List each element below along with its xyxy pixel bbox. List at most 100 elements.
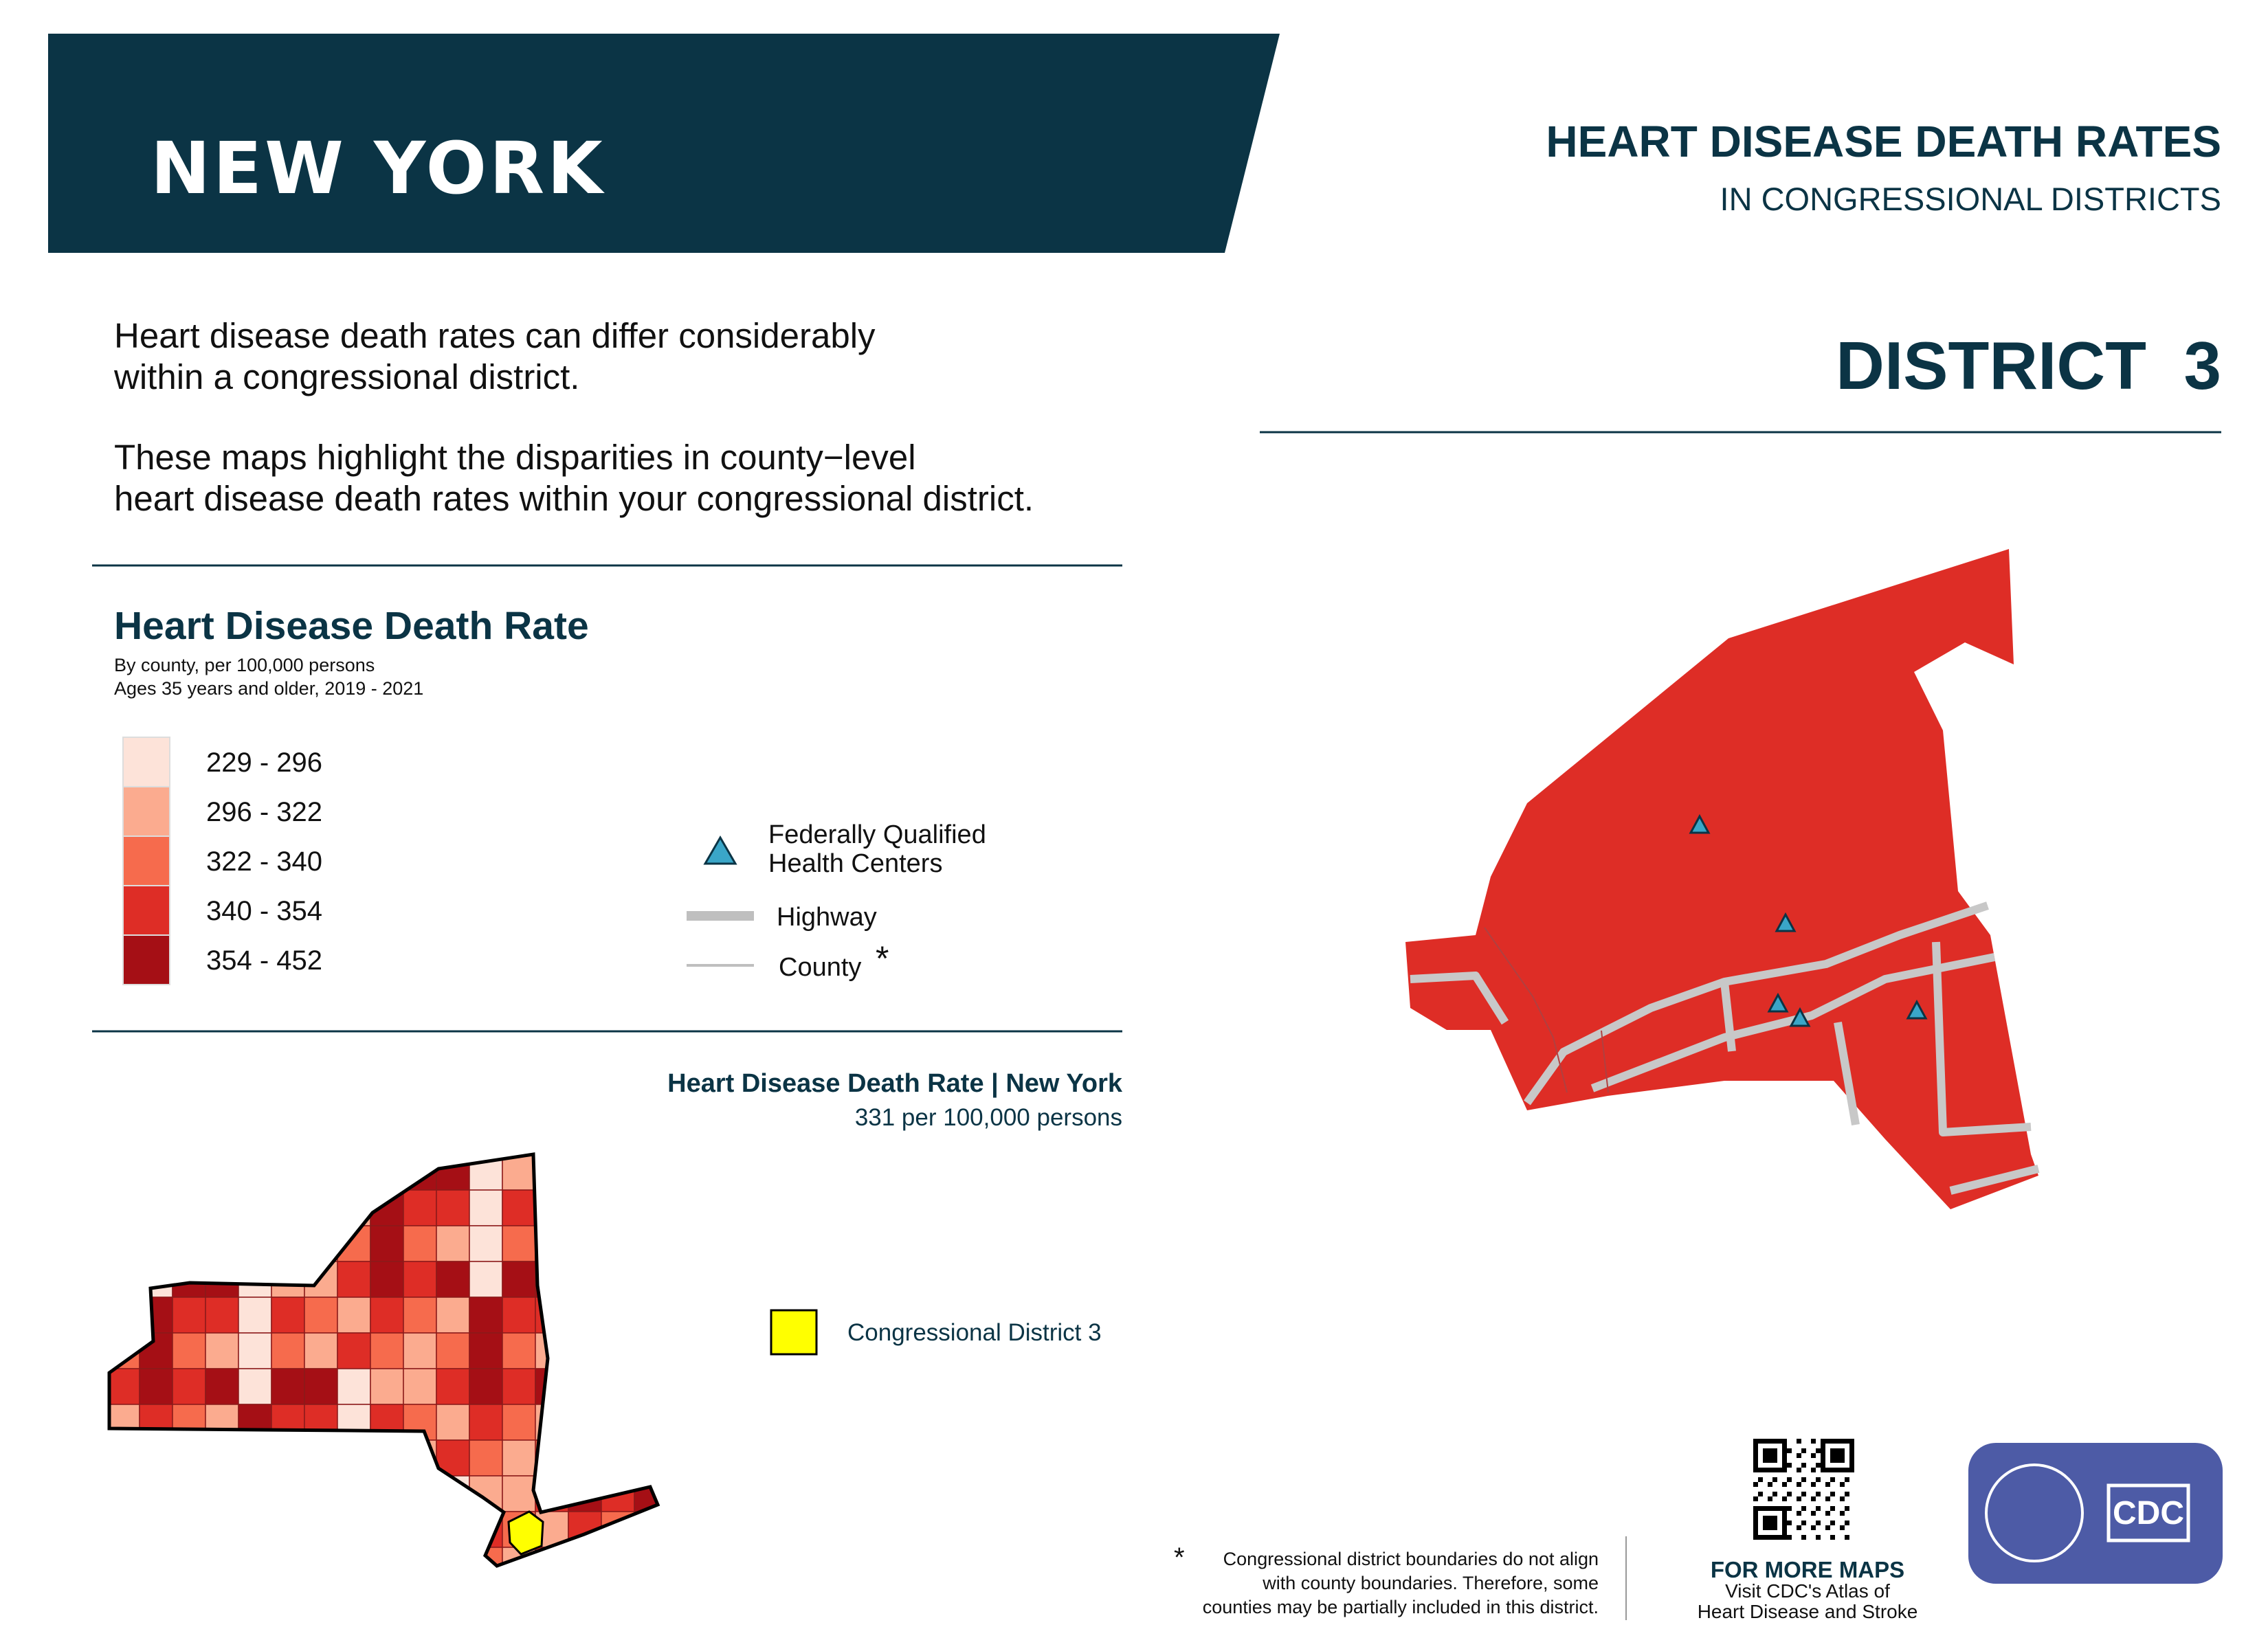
county (109, 1297, 140, 1334)
county (172, 1225, 206, 1262)
county (337, 1547, 371, 1566)
qr-module (1787, 1521, 1792, 1525)
county (436, 1189, 470, 1226)
county (634, 1154, 658, 1191)
qr-module (1782, 1458, 1787, 1463)
qr-module (1753, 1458, 1758, 1463)
county (205, 1511, 239, 1548)
qr-module (1777, 1506, 1782, 1511)
qr-module (1758, 1506, 1763, 1511)
qr-module (1768, 1516, 1772, 1521)
qr-module (1772, 1492, 1777, 1496)
qr-module (1811, 1511, 1816, 1516)
county (109, 1475, 140, 1512)
county (436, 1225, 470, 1262)
county (502, 1225, 536, 1262)
qr-module (1772, 1468, 1777, 1472)
qr-module (1758, 1535, 1763, 1540)
county (172, 1261, 206, 1298)
qr-module (1753, 1439, 1758, 1444)
qr-module (1801, 1535, 1806, 1540)
qr-module (1772, 1535, 1777, 1540)
county (304, 1225, 338, 1262)
county (568, 1368, 602, 1405)
county (304, 1439, 338, 1477)
qr-module (1777, 1468, 1782, 1472)
county (337, 1225, 371, 1262)
county (337, 1297, 371, 1334)
qr-module (1840, 1448, 1845, 1453)
county (238, 1475, 272, 1512)
qr-module (1830, 1453, 1835, 1458)
county (172, 1154, 206, 1191)
qr-module (1768, 1521, 1772, 1525)
qr-module (1753, 1530, 1758, 1535)
county (436, 1404, 470, 1441)
qr-module (1768, 1439, 1772, 1444)
county (568, 1439, 602, 1477)
county (403, 1297, 437, 1334)
county (109, 1189, 140, 1226)
qr-module (1797, 1525, 1801, 1530)
county (535, 1368, 569, 1405)
qr-module (1777, 1439, 1782, 1444)
county (139, 1189, 173, 1226)
county (139, 1547, 173, 1566)
qr-module (1782, 1521, 1787, 1525)
qr-module (1816, 1448, 1821, 1453)
qr-module (1768, 1448, 1772, 1453)
county (109, 1547, 140, 1566)
qr-module (1845, 1468, 1849, 1472)
county (601, 1439, 635, 1477)
county (139, 1154, 173, 1191)
qr-module (1816, 1535, 1821, 1540)
qr-module (1830, 1492, 1835, 1496)
county (337, 1475, 371, 1512)
county (436, 1547, 470, 1566)
subtitle: IN CONGRESSIONAL DISTRICTS (1720, 181, 2221, 217)
county (172, 1297, 206, 1334)
qr-module (1849, 1463, 1854, 1468)
more-maps-text: Visit CDC's Atlas of (1725, 1580, 1890, 1602)
district-label: Congressional District 3 (847, 1319, 1102, 1346)
county (139, 1368, 173, 1405)
county (436, 1475, 470, 1512)
county (601, 1547, 635, 1566)
qr-module (1763, 1453, 1768, 1458)
legend-swatch (122, 885, 170, 936)
county (403, 1225, 437, 1262)
qr-module (1811, 1496, 1816, 1501)
qr-module (1758, 1477, 1763, 1482)
qr-module (1811, 1525, 1816, 1530)
qr-module (1845, 1535, 1849, 1540)
county (238, 1404, 272, 1441)
qr-module (1801, 1521, 1806, 1525)
county (469, 1404, 503, 1441)
qr-module (1753, 1453, 1758, 1458)
county (337, 1439, 371, 1477)
legend-subtitle: Ages 35 years and older, 2019 - 2021 (114, 678, 423, 699)
qr-module (1753, 1468, 1758, 1472)
qr-module (1758, 1492, 1763, 1496)
legend: By county, per 100,000 persons Ages 35 ye… (114, 655, 986, 985)
county (601, 1154, 635, 1191)
qr-module (1840, 1468, 1845, 1472)
county (403, 1547, 437, 1566)
county (634, 1297, 658, 1334)
county (370, 1439, 404, 1477)
qr-module (1825, 1511, 1830, 1516)
qr-module (1825, 1496, 1830, 1501)
county (271, 1189, 305, 1226)
more-maps-text: Heart Disease and Stroke (1698, 1601, 1918, 1622)
intro: Heart disease death rates can differ con… (113, 316, 1034, 518)
county (535, 1439, 569, 1477)
qr-module (1772, 1516, 1777, 1521)
county (139, 1261, 173, 1298)
county (238, 1332, 272, 1369)
legend-label: County (779, 953, 861, 982)
county (304, 1547, 338, 1566)
county (109, 1368, 140, 1405)
county (271, 1439, 305, 1477)
qr-module (1782, 1516, 1787, 1521)
qr-module (1816, 1506, 1821, 1511)
